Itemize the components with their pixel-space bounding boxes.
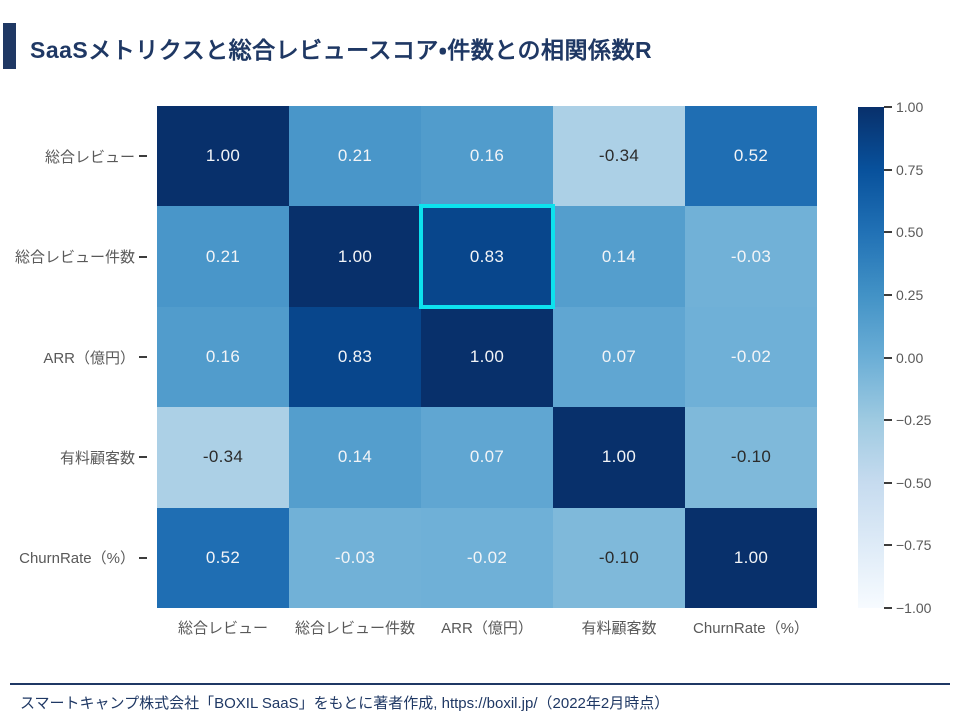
heatmap-cell: -0.02 <box>421 507 553 608</box>
heatmap-cell: -0.02 <box>685 306 817 408</box>
heatmap-cell: 1.00 <box>157 106 289 207</box>
y-axis-label: 総合レビュー <box>0 106 157 206</box>
y-axis-tick <box>139 456 147 459</box>
heatmap-cell: 0.14 <box>553 206 685 307</box>
heatmap-cell: 0.16 <box>157 306 289 408</box>
x-axis-labels: 総合レビュー 総合レビュー件数 ARR（億円） 有料顧客数 ChurnRate（%） <box>157 608 817 638</box>
heatmap-cell: 0.14 <box>289 407 421 508</box>
y-axis-label: ARR（億円） <box>0 307 157 407</box>
y-axis-tick <box>139 255 147 258</box>
colorbar-ticks: 1.00 0.75 0.50 0.25 0.00 −0.25 −0.50 −0.75 −1.00 <box>884 99 960 616</box>
colorbar-tick-label: 1.00 <box>896 99 924 115</box>
colorbar-tick-label: −1.00 <box>896 600 932 616</box>
heatmap-cell: 0.52 <box>157 507 289 608</box>
heatmap-cell: -0.10 <box>553 507 685 608</box>
heatmap-cell: 1.00 <box>685 507 817 608</box>
page-title: SaaSメトリクスと総合レビュースコア・件数との相関係数R <box>30 37 653 63</box>
heatmap-grid: 1.00 0.21 0.16 -0.34 0.52 0.21 1.00 0.83 0.14 -0.… <box>157 106 817 608</box>
heatmap-cell: 1.00 <box>289 206 421 307</box>
colorbar-tick-mark <box>884 544 892 547</box>
y-axis-tick <box>139 356 147 359</box>
colorbar-tick-mark <box>884 293 892 296</box>
heatmap-cell: -0.34 <box>553 106 685 207</box>
colorbar-tick-label: −0.75 <box>896 537 932 554</box>
heatmap-cell: 0.83 <box>421 206 553 307</box>
colorbar-tick-label: 0.50 <box>896 224 924 241</box>
heatmap-cell: 0.16 <box>421 106 553 207</box>
colorbar-tick-mark <box>884 419 892 422</box>
heatmap-cell: 0.07 <box>421 407 553 508</box>
heatmap-cell: 1.00 <box>553 407 685 508</box>
y-axis-label: 総合レビュー件数 <box>0 206 157 306</box>
y-axis-labels: 総合レビュー 総合レビュー件数 ARR（億円） 有料顧客数 ChurnRate（%） <box>0 106 157 608</box>
colorbar-tick-label: −0.50 <box>896 474 932 491</box>
heatmap-cell: -0.03 <box>685 206 817 307</box>
colorbar-tick-mark <box>884 231 892 234</box>
title-accent-bar <box>3 23 16 69</box>
x-axis-label: 有料顧客数 <box>581 620 657 637</box>
colorbar-tick-mark <box>884 168 892 171</box>
correlation-heatmap: 総合レビュー 総合レビュー件数 ARR（億円） 有料顧客数 ChurnRate（%） 1… <box>0 99 960 638</box>
y-axis-label: ChurnRate（%） <box>0 508 157 608</box>
heatmap-cell: 0.07 <box>553 306 685 408</box>
colorbar-gradient <box>858 107 884 608</box>
colorbar-tick-label: 0.75 <box>896 161 924 178</box>
x-axis-label: ARR（億円） <box>441 620 533 637</box>
heatmap-cell: -0.34 <box>157 407 289 508</box>
colorbar-tick-label: −0.25 <box>896 412 932 429</box>
y-axis-tick <box>139 155 147 158</box>
colorbar-tick-mark <box>884 106 892 108</box>
colorbar-tick-mark <box>884 607 892 609</box>
x-axis-label: 総合レビュー <box>177 620 268 637</box>
heatmap-cell: 0.21 <box>157 206 289 307</box>
footer-divider <box>10 683 950 685</box>
colorbar-tick-label: 0.25 <box>896 286 924 303</box>
heatmap-cell: 0.52 <box>685 106 817 207</box>
colorbar-tick-mark <box>884 481 892 484</box>
colorbar-tick-label: 0.00 <box>896 349 924 366</box>
heatmap-cell: -0.03 <box>289 507 421 608</box>
heatmap-cell: -0.10 <box>685 407 817 508</box>
y-axis-label: 有料顧客数 <box>0 407 157 507</box>
colorbar-tick-mark <box>884 356 892 359</box>
heatmap-cell: 0.83 <box>289 306 421 408</box>
y-axis-tick <box>139 556 147 559</box>
x-axis-label: ChurnRate（%） <box>693 620 809 637</box>
source-note: スマートキャンプ株式会社「BOXIL SaaS」をもとに著者作成, https:… <box>20 695 670 712</box>
heatmap-cell: 1.00 <box>421 306 553 408</box>
x-axis-label: 総合レビュー件数 <box>294 620 415 637</box>
heatmap-cell: 0.21 <box>289 106 421 207</box>
